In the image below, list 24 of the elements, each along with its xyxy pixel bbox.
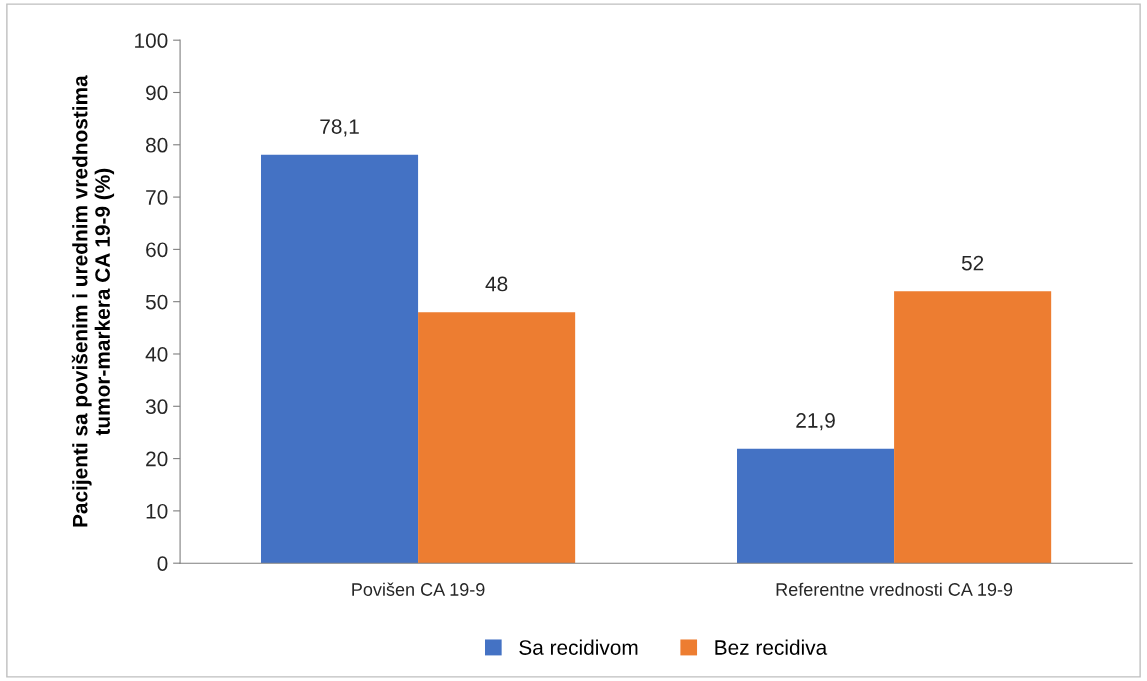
bar — [894, 291, 1052, 564]
y-tick-label: 10 — [146, 503, 168, 519]
data-label: 52 — [961, 255, 984, 271]
y-tick-label: 90 — [146, 85, 168, 101]
x-tick-label: Referentne vrednosti CA 19-9 — [776, 582, 1013, 596]
x-tick-label: Povišen CA 19-9 — [352, 582, 485, 596]
legend-label: Sa recidivom — [519, 639, 638, 655]
bar — [261, 154, 419, 564]
y-tick-label: 70 — [146, 190, 168, 205]
data-label: 48 — [485, 276, 508, 292]
legend-label: Bez recidiva — [715, 639, 828, 655]
data-label: 21,9 — [796, 413, 835, 431]
y-tick-label: 0 — [157, 556, 168, 571]
y-tick-label: 50 — [145, 294, 168, 310]
y-tick-label: 100 — [135, 33, 168, 48]
data-label: 78,1 — [320, 119, 359, 137]
bar — [418, 312, 576, 564]
bar — [737, 448, 895, 564]
y-tick-label: 60 — [146, 242, 168, 258]
y-tick-label: 40 — [145, 346, 168, 362]
y-tick-label: 30 — [145, 399, 168, 415]
y-tick-label: 20 — [146, 451, 168, 467]
y-tick-label: 80 — [146, 137, 168, 153]
y-axis-title: Pacijenti sa povišenim i urednim vrednostima tumor-markera CA 19-9 (%) — [71, 75, 115, 527]
